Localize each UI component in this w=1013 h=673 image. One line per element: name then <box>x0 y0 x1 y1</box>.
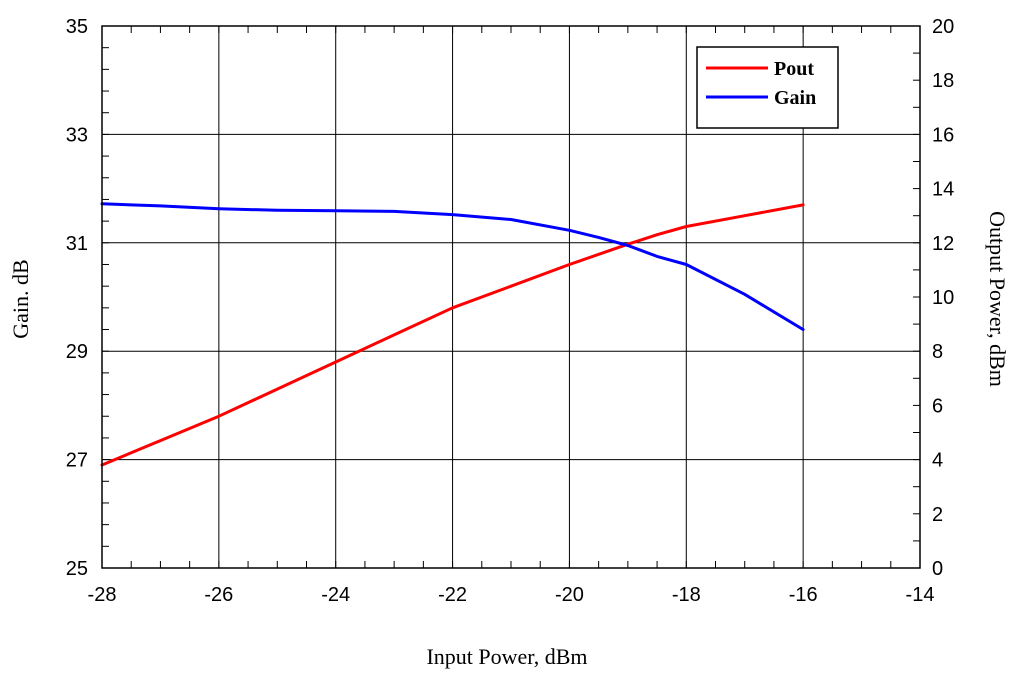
y-left-axis-title: Gain. dB <box>8 259 33 338</box>
y-right-tick-label: 8 <box>932 341 943 363</box>
legend-label-pout: Pout <box>774 58 814 80</box>
x-tick-label: -20 <box>555 584 584 606</box>
y-right-tick-label: 14 <box>932 179 954 201</box>
y-left-tick-label: 35 <box>66 16 88 38</box>
series-lines <box>100 202 805 467</box>
x-tick-label: -24 <box>321 584 350 606</box>
x-axis-title: Input Power, dBm <box>426 644 587 669</box>
y-right-tick-label: 18 <box>932 70 954 92</box>
y-right-tick-label: 6 <box>932 395 943 417</box>
legend-label-gain: Gain <box>774 87 816 109</box>
x-tick-label: -16 <box>789 584 818 606</box>
y-right-tick-label: 2 <box>932 504 943 526</box>
y-left-tick-label: 31 <box>66 233 88 255</box>
x-tick-label: -14 <box>906 584 935 606</box>
y-left-tick-label: 29 <box>66 341 88 363</box>
y-right-tick-label: 10 <box>932 287 954 309</box>
y-right-tick-label: 16 <box>932 124 954 146</box>
y-left-tick-label: 33 <box>66 124 88 146</box>
y-right-tick-label: 0 <box>932 558 943 580</box>
x-tick-label: -18 <box>672 584 701 606</box>
y-right-tick-label: 12 <box>932 233 954 255</box>
series-line-pout <box>100 203 805 467</box>
y-left-tick-label: 25 <box>66 558 88 580</box>
x-tick-label: -22 <box>438 584 467 606</box>
y-right-tick-labels: 0 2 4 6 8 10 12 14 16 18 20 <box>932 16 954 580</box>
legend-box <box>696 46 839 129</box>
series-line-gain <box>100 202 805 331</box>
y-left-tick-label: 27 <box>66 450 88 472</box>
plot-frame <box>101 25 921 569</box>
x-tick-labels: -28 -26 -24 -22 -20 -18 -16 -14 <box>88 584 935 606</box>
x-tick-label: -26 <box>204 584 233 606</box>
y-right-axis-title: Output Power, dBm <box>985 211 1010 387</box>
x-tick-label: -28 <box>88 584 117 606</box>
y-right-tick-label: 4 <box>932 450 943 472</box>
y-left-tick-labels: 25 27 29 31 33 35 <box>66 16 88 580</box>
legend: Pout Gain <box>696 46 839 129</box>
y-right-tick-label: 20 <box>932 16 954 38</box>
